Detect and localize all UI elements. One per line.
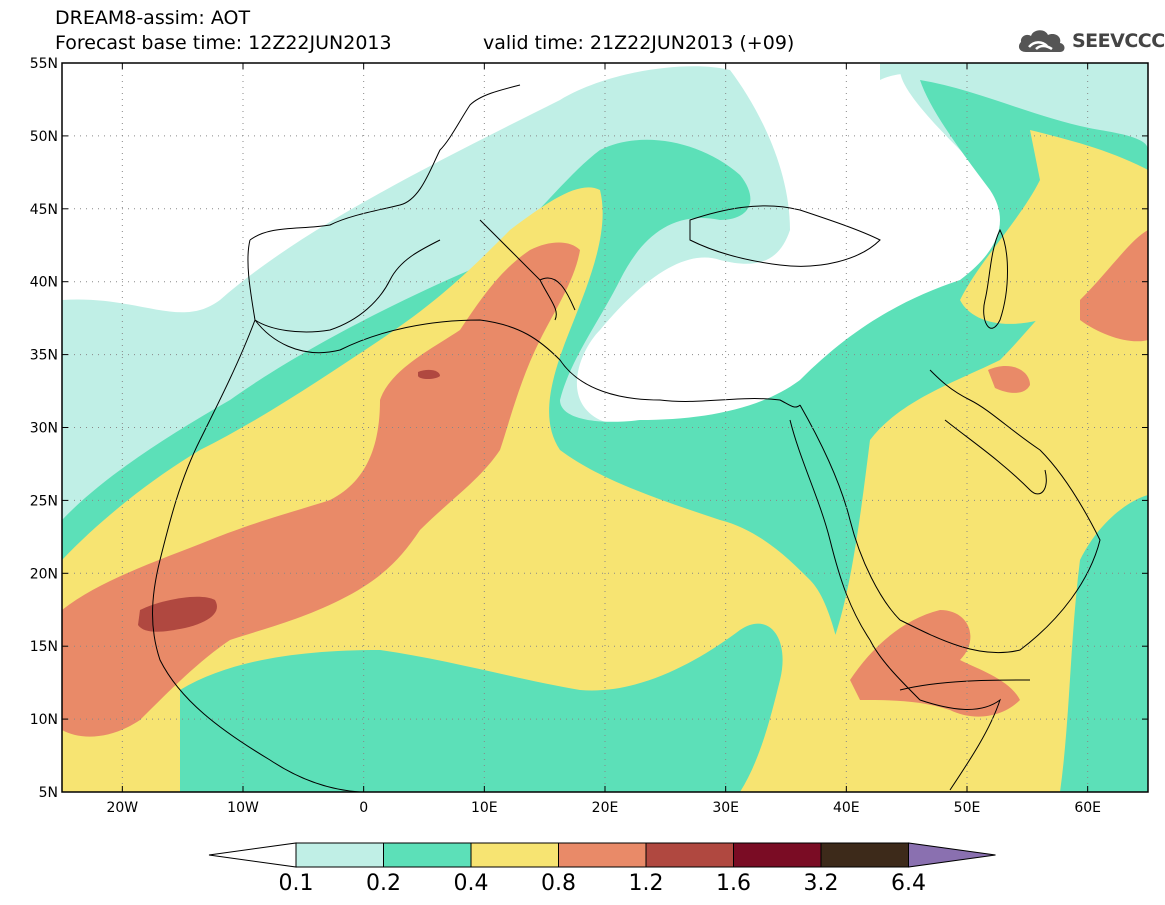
colorbar-segment <box>645 842 734 868</box>
colorbar-segment <box>383 842 472 868</box>
forecast-base-time: Forecast base time: 12Z22JUN2013 <box>55 32 392 54</box>
lon-tick-label: 10E <box>471 800 498 816</box>
colorbar-under-triangle <box>208 842 297 868</box>
lon-tick-label: 50E <box>954 800 981 816</box>
aot-band-0-4-arabia <box>777 225 1148 792</box>
lon-axis: 20W 10W 0 10E 20E 30E 40E 50E 60E <box>106 63 1101 816</box>
coast-italy <box>479 219 576 321</box>
aot-band-0-8-yemen <box>850 610 1020 717</box>
colorbar: 0.1 0.2 0.4 0.8 1.2 1.6 3.2 6.4 <box>208 842 996 896</box>
colorbar-level-label: 0.2 <box>366 871 401 896</box>
coast-europe-west <box>249 84 521 241</box>
chart-title: DREAM8-assim: AOT <box>55 7 251 29</box>
colorbar-segment <box>733 842 822 868</box>
colorbar-level-label: 0.1 <box>279 871 314 896</box>
aot-band-0-8-iran <box>1080 230 1148 342</box>
lat-tick-label: 30N <box>30 421 58 437</box>
colorbar-segment <box>820 842 909 868</box>
coast-persian-gulf <box>944 419 1047 495</box>
colorbar-level-label: 3.2 <box>804 871 839 896</box>
lat-tick-label: 55N <box>30 56 58 72</box>
coast-gulf-of-aden <box>899 679 1031 691</box>
logo-text: SEEVCCC <box>1072 30 1165 52</box>
coast-west-africa <box>152 319 361 792</box>
coast-north-africa <box>254 319 801 408</box>
coast-arabia <box>899 369 1101 654</box>
colorbar-level-label: 0.4 <box>454 871 489 896</box>
lon-tick-label: 0 <box>359 800 368 816</box>
lat-tick-label: 20N <box>30 566 58 582</box>
aot-band-0-8-spot <box>988 365 1030 393</box>
coast-black-sea <box>689 205 881 267</box>
lat-tick-label: 50N <box>30 129 58 145</box>
coast-iberia <box>247 239 441 333</box>
colorbar-level-label: 1.6 <box>716 871 751 896</box>
colorbar-segment <box>295 842 384 868</box>
lat-tick-label: 15N <box>30 639 58 655</box>
lat-tick-label: 40N <box>30 275 58 291</box>
lon-tick-label: 20E <box>592 800 619 816</box>
aot-band-0-2-sahel <box>180 623 783 792</box>
colorbar-segment <box>470 842 559 868</box>
seevccc-logo: SEEVCCC <box>1016 25 1165 57</box>
lon-tick-label: 10W <box>227 800 259 816</box>
lat-tick-label: 5N <box>39 785 58 801</box>
cloud-icon <box>1018 30 1065 52</box>
aot-band-0-1-northeast <box>880 63 1148 130</box>
colorbar-level-label: 1.2 <box>629 871 664 896</box>
lat-tick-label: 25N <box>30 493 58 509</box>
valid-time: valid time: 21Z22JUN2013 (+09) <box>483 32 795 54</box>
coast-horn-africa <box>869 639 1001 791</box>
aot-band-1-2-west <box>138 596 217 632</box>
grid-lines <box>62 63 1148 792</box>
colorbar-level-label: 0.8 <box>541 871 576 896</box>
lon-tick-label: 60E <box>1074 800 1101 816</box>
coastlines <box>152 84 1101 792</box>
coast-red-sea <box>789 404 901 641</box>
lon-tick-label: 20W <box>106 800 138 816</box>
lon-tick-label: 30E <box>712 800 739 816</box>
colorbar-segment <box>558 842 647 868</box>
lat-tick-label: 35N <box>30 348 58 364</box>
coast-caspian <box>983 228 1008 329</box>
lat-tick-label: 10N <box>30 712 58 728</box>
colorbar-level-label: 6.4 <box>891 871 926 896</box>
lon-tick-label: 40E <box>833 800 860 816</box>
aot-band-0-2-southeast <box>1060 495 1148 792</box>
aot-band-1-2-atlas <box>418 369 440 379</box>
lat-axis: 55N 50N 45N 40N 35N 30N 25N 20N 15N 10N 5N <box>30 56 1148 801</box>
lat-tick-label: 45N <box>30 202 58 218</box>
colorbar-over-triangle <box>908 842 996 868</box>
